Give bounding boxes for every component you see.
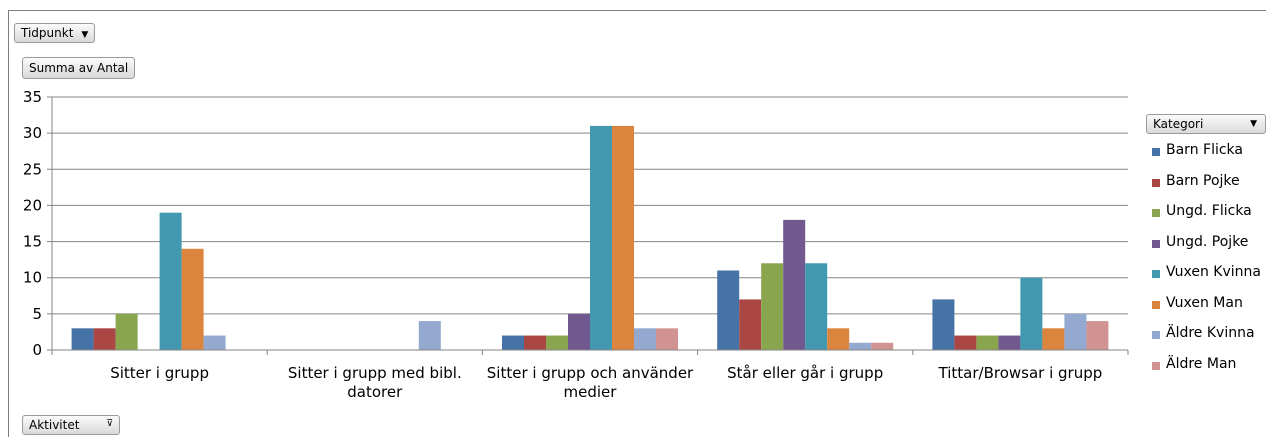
bar [805, 263, 828, 350]
legend-label: Vuxen Man [1166, 294, 1243, 311]
y-tick-label: 30 [23, 124, 42, 142]
x-tick-label: Sitter i grupp och använder medier [487, 364, 694, 401]
x-tick-label: Står eller går i grupp [727, 364, 883, 382]
y-tick-label: 25 [23, 160, 42, 178]
legend-filter-button[interactable]: Kategori ▼ [1146, 114, 1266, 134]
legend-label: Ungd. Pojke [1166, 233, 1249, 250]
axes [51, 97, 1129, 355]
legend-swatch [1152, 270, 1160, 278]
legend-swatch [1152, 209, 1160, 217]
bar [1042, 328, 1065, 350]
bar [827, 328, 850, 350]
legend-filter-label: Kategori [1153, 117, 1204, 131]
bar [783, 219, 806, 350]
legend-swatch [1152, 178, 1160, 187]
x-tick-label: Sitter i grupp med bibl. datorer [288, 364, 462, 401]
y-tick-label: 35 [23, 88, 42, 106]
legend-label: Barn Flicka [1166, 142, 1243, 158]
filter-dropdown-icon: ⊽ [106, 419, 113, 429]
bar [976, 335, 999, 350]
value-field-button[interactable]: Summa av Antal [22, 57, 136, 79]
bar [1086, 321, 1109, 350]
bar [546, 335, 568, 350]
y-tick-label: 0 [32, 341, 42, 359]
chart-frame [8, 10, 1266, 437]
bar [717, 270, 740, 350]
bar [524, 335, 546, 350]
bar [739, 299, 762, 350]
legend-label: Ungd. Flicka [1166, 203, 1252, 219]
bar [1020, 277, 1043, 350]
y-tick-label: 10 [23, 269, 42, 287]
dropdown-arrow-icon: ▼ [81, 30, 89, 40]
bar [115, 313, 138, 350]
bar [502, 335, 524, 350]
bar [181, 248, 204, 350]
legend-label: Vuxen Kvinna [1166, 264, 1261, 280]
bar [159, 212, 182, 350]
bar [998, 335, 1021, 350]
bar [1064, 313, 1087, 350]
bar [761, 263, 784, 350]
legend-swatch [1152, 361, 1160, 370]
axis-filter-label: Aktivitet [29, 418, 80, 432]
legend-label: Äldre Man [1166, 355, 1237, 372]
bar [71, 328, 94, 350]
bar [93, 328, 116, 350]
bar [656, 328, 678, 350]
bar [418, 321, 441, 350]
bar [568, 313, 590, 350]
time-filter-label: Tidpunkt [21, 26, 74, 40]
legend-label: Barn Pojke [1166, 172, 1240, 189]
bar [590, 125, 612, 351]
x-tick-label: Sitter i grupp [110, 364, 209, 382]
legend-swatch [1152, 331, 1160, 339]
legend-label: Äldre Kvinna [1166, 325, 1255, 341]
value-field-label: Summa av Antal [29, 61, 129, 75]
bar [203, 335, 226, 350]
time-filter-button[interactable]: Tidpunkt ▼ [14, 23, 96, 43]
bars [71, 125, 1109, 351]
bar [849, 342, 872, 350]
bar [871, 342, 894, 350]
x-axis-labels: Sitter i grupp Sitter i grupp med bibl. da… [110, 364, 1102, 401]
legend-swatch [1152, 148, 1160, 156]
dropdown-arrow-icon: ▼ [1250, 119, 1257, 129]
y-tick-label: 5 [32, 305, 42, 323]
bar [954, 335, 977, 350]
bar [932, 299, 955, 350]
legend-swatch [1152, 239, 1160, 248]
axis-filter-button[interactable]: Aktivitet ⊽ [22, 415, 120, 435]
y-tick-label: 20 [23, 196, 42, 214]
y-axis-ticks: 0 5 10 15 20 25 30 35 [23, 88, 52, 359]
x-tick-label: Tittar/Browsar i grupp [938, 364, 1103, 382]
bar [634, 328, 656, 350]
legend-swatch [1152, 300, 1160, 309]
bar [612, 125, 634, 351]
y-tick-label: 15 [23, 233, 42, 251]
